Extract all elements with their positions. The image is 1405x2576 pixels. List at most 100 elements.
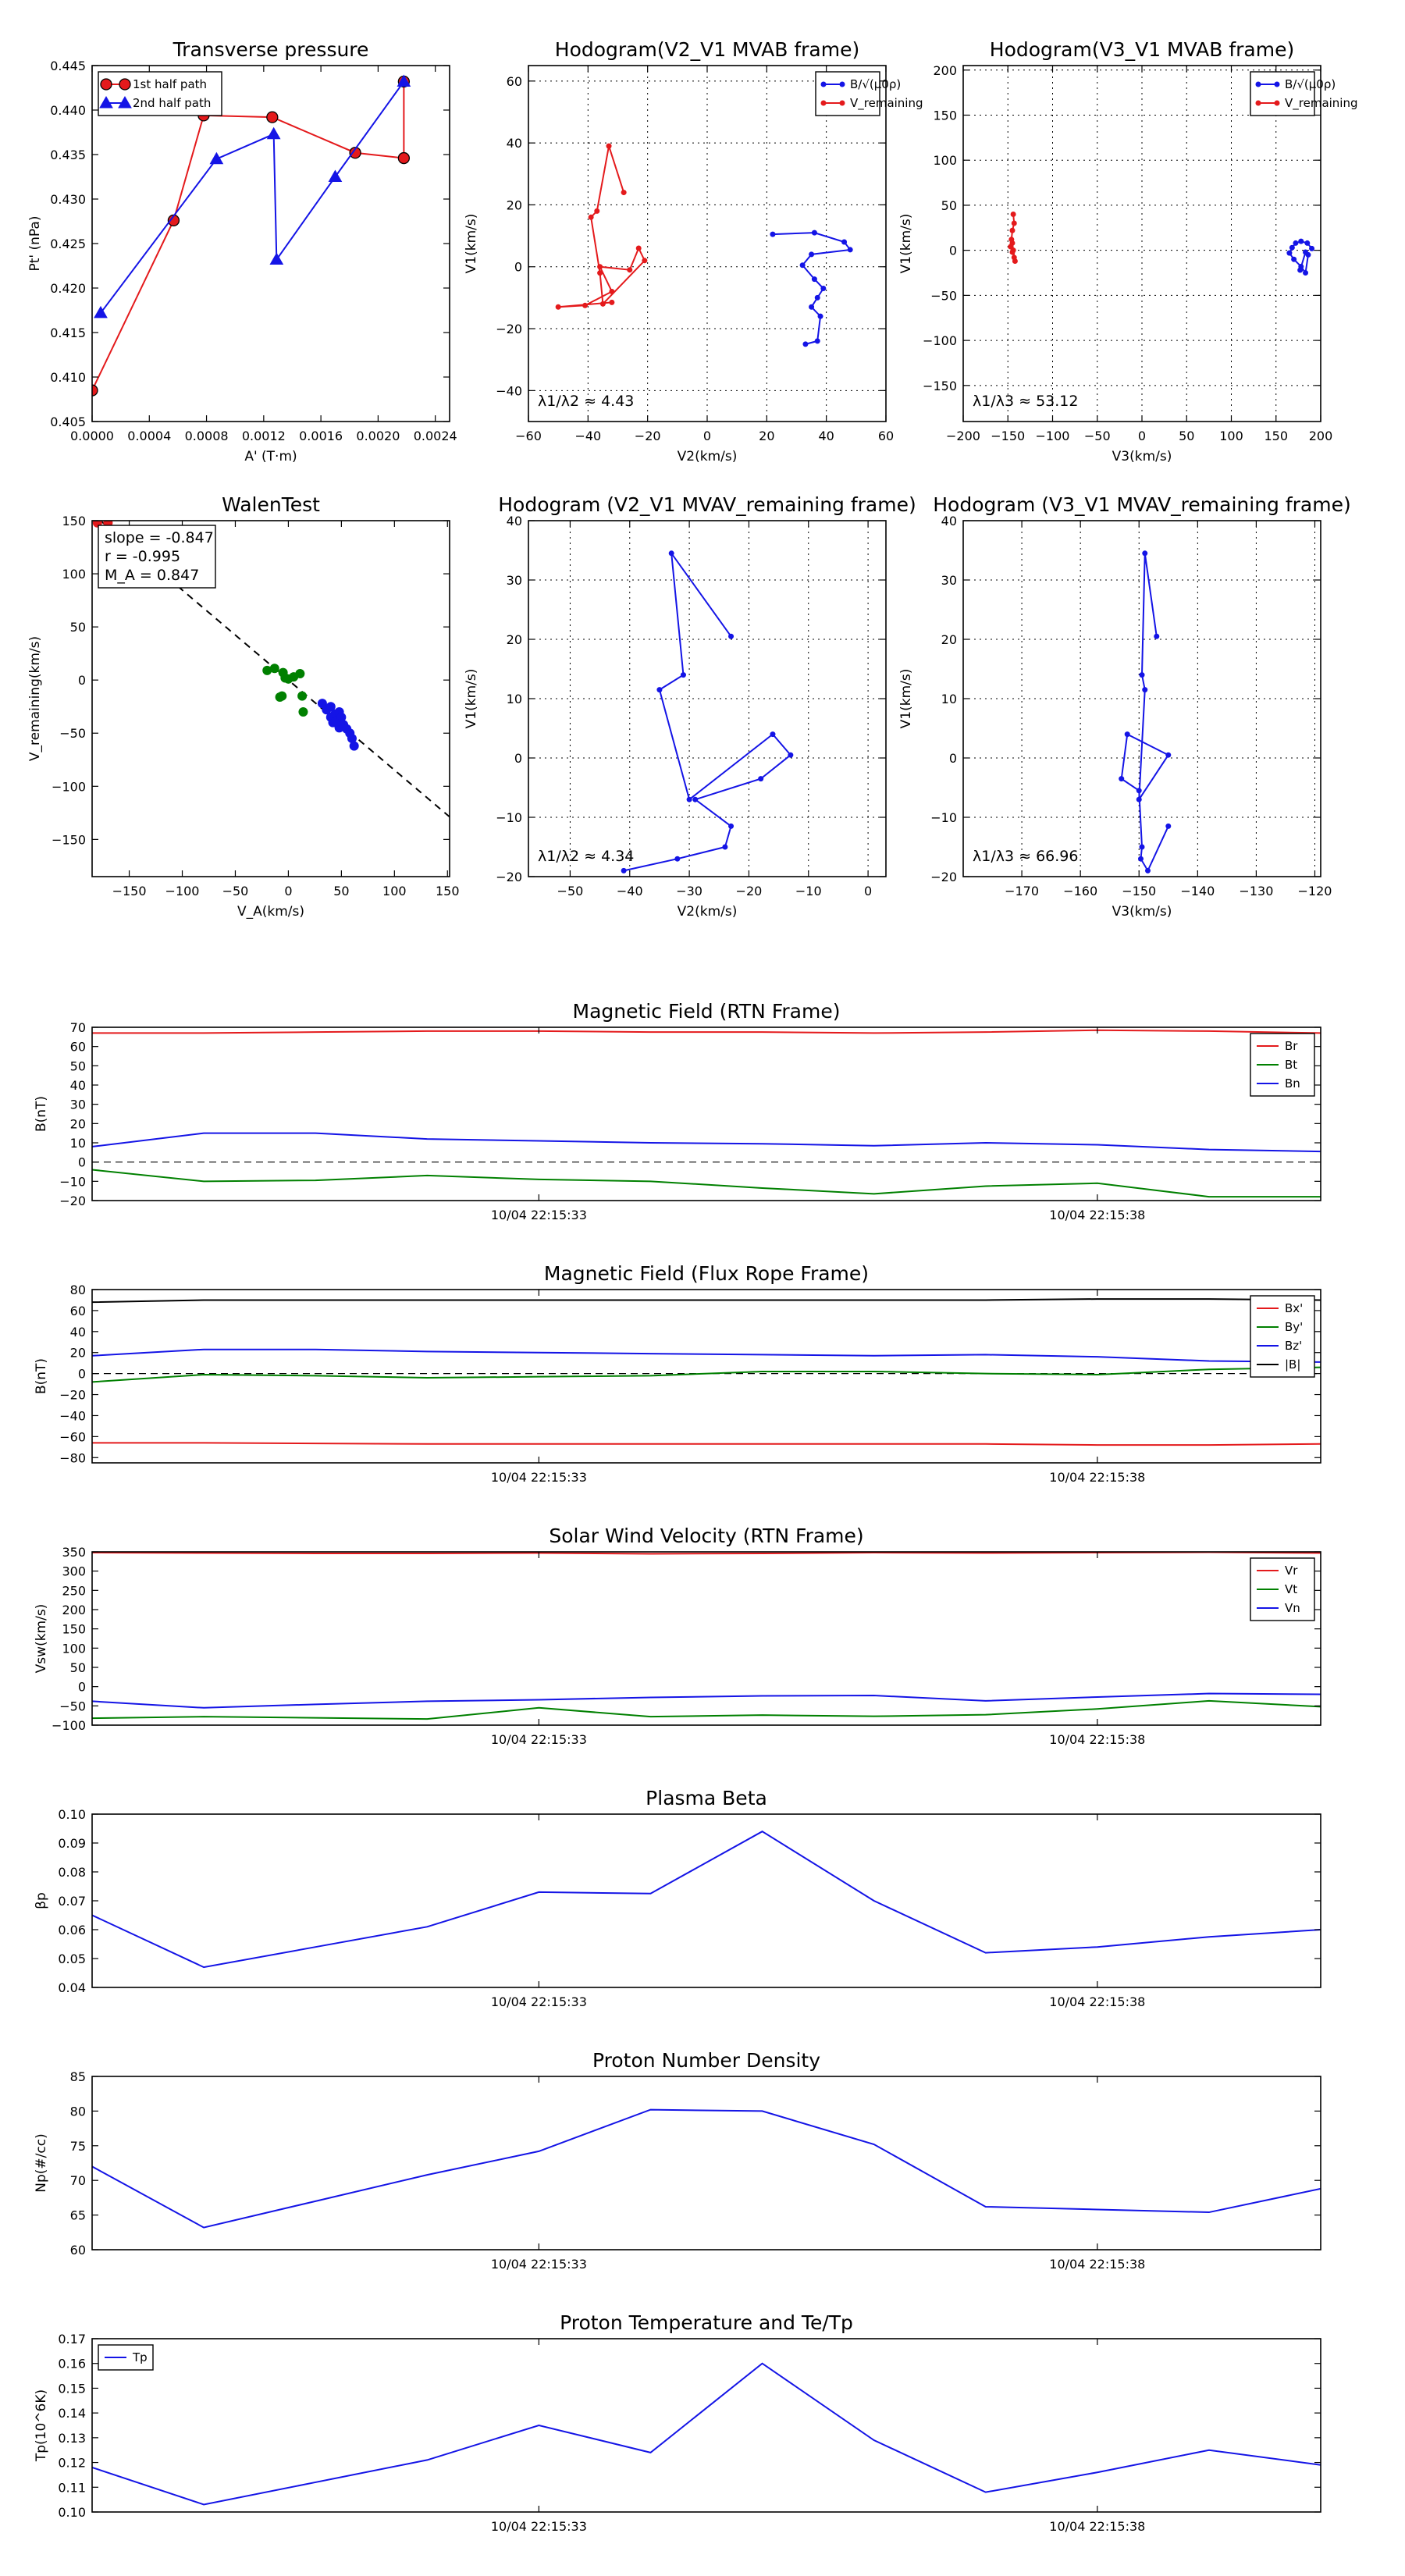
series-b0-point [814, 294, 820, 301]
series-v-line [1120, 553, 1170, 873]
y-tick-label: 0 [949, 244, 957, 258]
series-vremaining-point [1011, 220, 1017, 226]
chart-beta: Plasma Beta 10/04 22:15:33 10/04 22:15:38 0… [34, 1787, 1321, 2009]
y-axis-label: V1(km/s) [898, 214, 914, 274]
series-vremaining-point [597, 264, 603, 270]
x-tick-label: 10/04 22:15:33 [491, 1994, 587, 2009]
chart-title: Magnetic Field (Flux Rope Frame) [544, 1262, 869, 1285]
x-tick-label: 200 [1309, 429, 1333, 443]
series-vremaining-line [558, 145, 646, 308]
chart-bR: Magnetic Field (RTN Frame) 10/04 22:15:33… [34, 1000, 1321, 1222]
plot-frame [91, 2338, 1321, 2513]
plot-area [92, 1029, 1321, 1198]
series-vremaining-point [594, 208, 600, 214]
plot-area [92, 2108, 1321, 2229]
series-v-point [1142, 550, 1148, 557]
y-tick-label: 10 [507, 692, 522, 706]
y-tick-label: 30 [941, 573, 957, 588]
x-tick-label: 0.0004 [127, 429, 171, 443]
y-tick-label: −150 [52, 832, 86, 847]
plot-area [555, 143, 853, 347]
series-green-point [295, 669, 305, 679]
series-vr-line [92, 1552, 1321, 1555]
series-b0-point [1286, 250, 1293, 256]
x-tick-label: −50 [1084, 429, 1111, 443]
series-green-point [277, 691, 287, 701]
x-tick-label: 50 [333, 884, 349, 898]
y-tick-label: 40 [507, 136, 522, 151]
y-axis-label: Np(#/cc) [34, 2133, 49, 2192]
series-blue-point [347, 734, 357, 744]
chart-title: WalenTest [222, 493, 320, 516]
x-tick-label: −150 [991, 429, 1025, 443]
y-tick-label: 0.405 [50, 415, 86, 429]
x-tick-label: 10/04 22:15:33 [491, 1208, 587, 1222]
y-tick-label: 60 [507, 74, 522, 89]
y-tick-label: 0.17 [58, 2332, 86, 2347]
x-axis-label: V3(km/s) [1112, 904, 1172, 920]
y-tick-label: 0.415 [50, 326, 86, 340]
y-tick-label: 0.05 [58, 1952, 86, 1966]
chart-np: Proton Number Density 10/04 22:15:33 10/04… [34, 2049, 1321, 2272]
y-tick-label: −100 [923, 333, 957, 348]
series-v-point [1165, 752, 1172, 758]
eigen-ratio-label: λ1/λ3 ≈ 66.96 [973, 848, 1078, 865]
x-tick-label: 10/04 22:15:33 [491, 1732, 587, 1747]
legend-label: Bn [1285, 1076, 1300, 1091]
legend-label: Bx' [1285, 1301, 1303, 1315]
legend-marker [1255, 81, 1261, 87]
series-b0-point [809, 304, 815, 310]
series-by-line [92, 1366, 1321, 1383]
series-v-point [692, 796, 699, 802]
y-tick-label: −100 [52, 779, 86, 794]
series-b0-point [1298, 238, 1304, 244]
x-tick-label: 10/04 22:15:38 [1049, 1732, 1145, 1747]
chart-h2: Hodogram(V3_V1 MVAB frame) −200 −150 −100 −5… [898, 38, 1358, 464]
series-vremaining-point [555, 304, 561, 310]
y-tick-label: 10 [70, 1136, 86, 1151]
series-v-point [1119, 776, 1125, 782]
y-tick-label: 100 [62, 567, 86, 582]
x-tick-label: 20 [759, 429, 774, 443]
y-tick-label: −20 [496, 322, 522, 336]
y-tick-label: −20 [496, 870, 522, 884]
x-tick-label: 0.0012 [242, 429, 286, 443]
y-tick-label: 150 [62, 1622, 86, 1637]
series-b0-point [817, 313, 823, 319]
series-b-line [92, 1298, 1321, 1304]
legend-marker [118, 95, 132, 109]
y-axis-label: Vsw(km/s) [34, 1604, 49, 1674]
y-tick-label: 250 [62, 1583, 86, 1598]
series-green-point [297, 691, 308, 701]
series-1sthalfpath-line [92, 81, 405, 391]
series-b0-point [799, 262, 806, 269]
x-tick-label: −50 [222, 884, 249, 898]
legend-label: Vt [1285, 1582, 1297, 1596]
series-b0-point [814, 338, 820, 344]
chart-title: Proton Temperature and Te/Tp [560, 2311, 853, 2334]
series-b0-point [1309, 245, 1315, 251]
y-tick-label: 200 [933, 63, 957, 78]
y-tick-label: 0.10 [58, 2505, 86, 2520]
series-v-point [1136, 796, 1142, 802]
x-tick-label: 0.0008 [185, 429, 229, 443]
y-tick-label: 10 [941, 692, 957, 706]
y-tick-label: 0.11 [58, 2480, 86, 2495]
series-blue-point [325, 702, 336, 712]
y-tick-label: 60 [70, 1040, 86, 1055]
series-v-line [623, 550, 792, 872]
x-axis-label: A' (T·m) [244, 449, 297, 464]
series-2ndhalfpath-point [209, 151, 224, 165]
y-axis-label: B(nT) [34, 1358, 49, 1394]
plot-frame [91, 2076, 1321, 2250]
series-vremaining-point [588, 214, 594, 220]
y-tick-label: 0.14 [58, 2406, 86, 2421]
series-v-point [1139, 672, 1145, 678]
legend-box [1250, 71, 1315, 116]
series-vn-line [92, 1692, 1321, 1709]
series-b0-point [1297, 267, 1304, 273]
x-axis-label: V3(km/s) [1112, 449, 1172, 464]
series-2ndhalfpath-point [397, 74, 411, 87]
y-tick-label: −60 [59, 1429, 86, 1444]
series-bx-line [92, 1442, 1321, 1446]
